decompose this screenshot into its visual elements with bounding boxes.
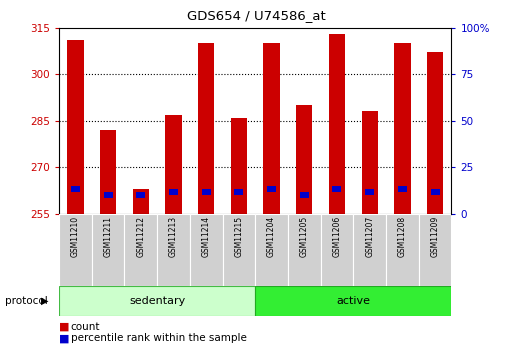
Text: GSM11212: GSM11212 — [136, 216, 145, 257]
Text: GSM11210: GSM11210 — [71, 216, 80, 257]
Text: GDS654 / U74586_at: GDS654 / U74586_at — [187, 9, 326, 22]
Text: active: active — [337, 296, 370, 306]
Bar — [190, 214, 223, 286]
Bar — [386, 214, 419, 286]
Bar — [157, 214, 190, 286]
Text: GSM11211: GSM11211 — [104, 216, 112, 257]
Bar — [67, 40, 84, 214]
Text: GSM11209: GSM11209 — [430, 216, 440, 257]
Bar — [430, 189, 440, 195]
Bar — [165, 115, 182, 214]
Bar — [296, 105, 312, 214]
Bar — [427, 52, 443, 214]
Bar — [255, 286, 451, 316]
Bar — [267, 186, 276, 192]
Bar — [59, 214, 92, 286]
Text: GSM11207: GSM11207 — [365, 216, 374, 257]
Bar — [288, 214, 321, 286]
Bar — [169, 189, 178, 195]
Bar — [332, 186, 342, 192]
Bar — [231, 118, 247, 214]
Bar — [71, 186, 80, 192]
Text: GSM11214: GSM11214 — [202, 216, 211, 257]
Bar — [398, 186, 407, 192]
Bar — [263, 43, 280, 214]
Text: ■: ■ — [59, 322, 69, 332]
Bar — [132, 189, 149, 214]
Text: GSM11213: GSM11213 — [169, 216, 178, 257]
Bar — [100, 130, 116, 214]
Bar — [92, 214, 124, 286]
Bar — [223, 214, 255, 286]
Text: percentile rank within the sample: percentile rank within the sample — [71, 333, 247, 343]
Text: GSM11215: GSM11215 — [234, 216, 243, 257]
Bar — [255, 214, 288, 286]
Bar — [329, 34, 345, 214]
Text: GSM11204: GSM11204 — [267, 216, 276, 257]
Bar — [365, 189, 374, 195]
Bar — [353, 214, 386, 286]
Text: sedentary: sedentary — [129, 296, 185, 306]
Text: ■: ■ — [59, 333, 69, 343]
Bar — [234, 189, 243, 195]
Bar — [104, 193, 112, 198]
Bar — [136, 193, 145, 198]
Bar — [202, 189, 211, 195]
Text: GSM11206: GSM11206 — [332, 216, 342, 257]
Text: protocol: protocol — [5, 296, 48, 306]
Text: GSM11208: GSM11208 — [398, 216, 407, 257]
Bar — [419, 214, 451, 286]
Bar — [300, 193, 309, 198]
Bar — [321, 214, 353, 286]
Bar — [198, 43, 214, 214]
Bar — [124, 214, 157, 286]
Text: count: count — [71, 322, 101, 332]
Bar — [394, 43, 410, 214]
Bar — [59, 286, 255, 316]
Bar — [362, 111, 378, 214]
Text: ▶: ▶ — [42, 296, 49, 306]
Text: GSM11205: GSM11205 — [300, 216, 309, 257]
